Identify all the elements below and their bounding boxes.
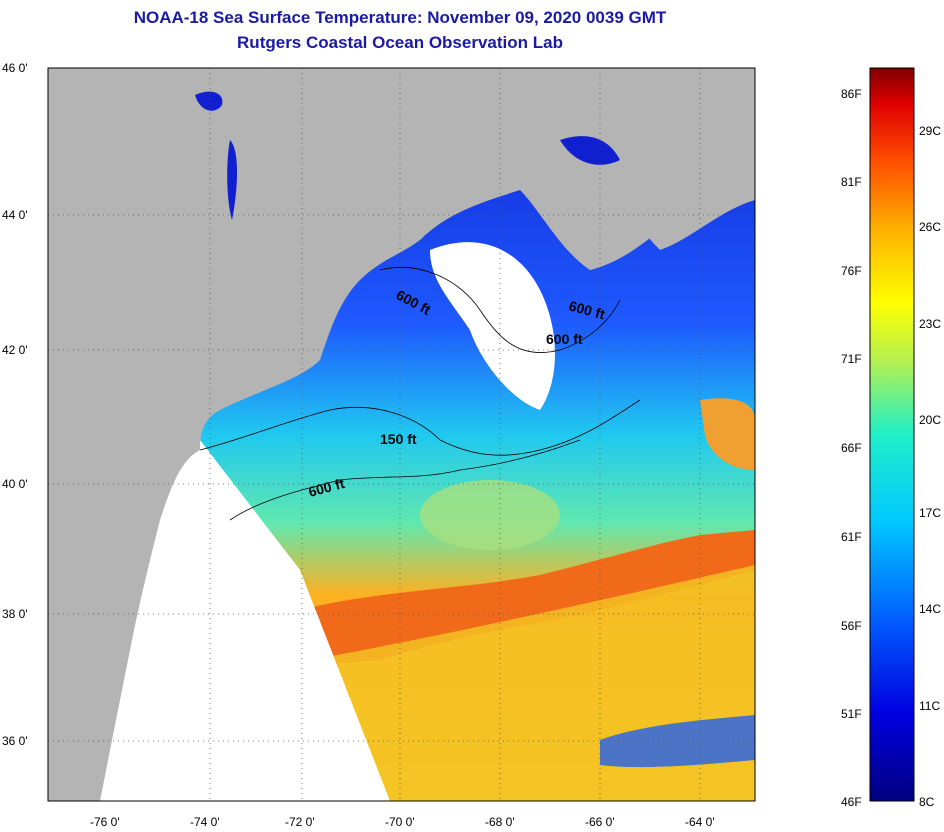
colorbar-celsius-labels: 29C 26C 23C 20C 17C 14C 11C 8C	[919, 124, 941, 809]
colorbar-fahrenheit-labels: 86F 81F 76F 71F 66F 61F 56F 51F 46F	[841, 87, 862, 809]
land-nova-scotia	[560, 100, 755, 250]
lon-tick: -66 0'	[585, 815, 615, 829]
cbar-f-label: 76F	[841, 264, 862, 278]
cloud-patch-gulf-of-maine	[430, 242, 555, 410]
cbar-f-label: 51F	[841, 707, 862, 721]
lake-icon	[195, 91, 223, 111]
map-subtitle: Rutgers Coastal Ocean Observation Lab	[237, 33, 563, 52]
lat-tick: 42 0'	[2, 343, 28, 357]
cbar-c-label: 23C	[919, 317, 941, 331]
cbar-f-label: 86F	[841, 87, 862, 101]
lon-tick: -68 0'	[485, 815, 515, 829]
map-frame	[47, 67, 756, 802]
lat-lon-grid	[48, 68, 755, 801]
lat-tick: 36 0'	[2, 734, 28, 748]
cbar-f-label: 61F	[841, 530, 862, 544]
cbar-c-label: 26C	[919, 220, 941, 234]
cbar-c-label: 17C	[919, 506, 941, 520]
cbar-c-label: 29C	[919, 124, 941, 138]
lon-tick: -70 0'	[385, 815, 415, 829]
warm-eddy	[700, 398, 755, 470]
lon-tick: -76 0'	[90, 815, 120, 829]
contour-label: 150 ft	[380, 431, 417, 447]
cold-patch-south	[600, 715, 755, 768]
lon-tick: -64 0'	[685, 815, 715, 829]
cbar-f-label: 56F	[841, 619, 862, 633]
cbar-f-label: 71F	[841, 352, 862, 366]
lake-icon	[227, 140, 237, 220]
cbar-f-label: 81F	[841, 175, 862, 189]
temperature-colorbar	[869, 67, 915, 802]
lat-tick: 38 0'	[2, 607, 28, 621]
contour-label: 600 ft	[546, 331, 583, 347]
cbar-f-label: 46F	[841, 795, 862, 809]
map-title: NOAA-18 Sea Surface Temperature: Novembe…	[133, 8, 667, 27]
lat-tick: 40 0'	[2, 477, 28, 491]
lat-tick: 46 0'	[2, 61, 28, 75]
longitude-axis: -76 0' -74 0' -72 0' -70 0' -68 0' -66 0…	[90, 815, 715, 829]
cbar-c-label: 14C	[919, 602, 941, 616]
cbar-f-label: 66F	[841, 441, 862, 455]
cbar-c-label: 8C	[919, 795, 935, 809]
bathymetry-contours	[199, 267, 641, 521]
land-us-canada	[48, 68, 755, 801]
cbar-c-label: 11C	[919, 699, 940, 713]
warm-core-ring	[420, 480, 560, 550]
latitude-axis: 46 0' 44 0' 42 0' 40 0' 38 0' 36 0'	[2, 61, 28, 748]
gulf-stream-band	[300, 530, 755, 665]
cbar-c-label: 20C	[919, 413, 941, 427]
lon-tick: -72 0'	[285, 815, 315, 829]
lon-tick: -74 0'	[190, 815, 220, 829]
cold-water-bay-of-fundy	[560, 136, 620, 165]
lat-tick: 44 0'	[2, 208, 28, 222]
